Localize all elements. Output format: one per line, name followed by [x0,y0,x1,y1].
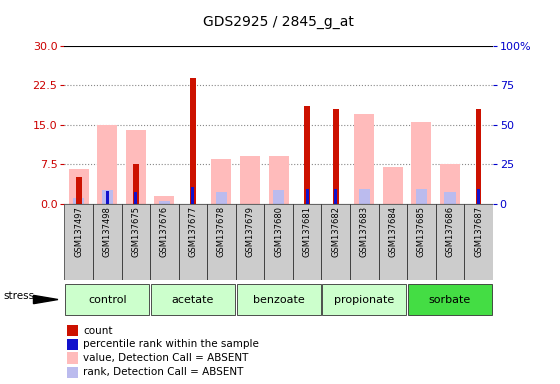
Bar [126,130,146,204]
Bar [237,284,320,315]
Bar [212,159,231,204]
Bar [407,204,436,280]
Bar [273,190,284,204]
Bar [122,204,150,280]
Bar [67,367,77,378]
Text: sorbate: sorbate [429,295,471,305]
Text: GSM137681: GSM137681 [302,206,312,257]
Text: GSM137678: GSM137678 [217,206,226,257]
Bar [216,192,227,204]
Text: propionate: propionate [334,295,394,305]
Bar [66,284,149,315]
Bar [444,192,456,204]
Bar [207,204,236,280]
Bar [306,189,309,204]
Bar [64,204,93,280]
Bar [179,204,207,280]
Text: GSM137684: GSM137684 [388,206,398,257]
Bar [190,78,196,204]
Bar [158,201,170,204]
Text: GSM137685: GSM137685 [417,206,426,257]
Bar [155,196,174,204]
Bar [76,177,82,204]
Bar [323,284,406,315]
Bar [408,284,492,315]
Text: benzoate: benzoate [253,295,305,305]
Bar [73,198,85,204]
Text: rank, Detection Call = ABSENT: rank, Detection Call = ABSENT [83,367,244,377]
Bar [333,109,339,204]
Text: GSM137686: GSM137686 [445,206,455,257]
Text: GSM137687: GSM137687 [474,206,483,257]
Bar [379,204,407,280]
Text: GSM137677: GSM137677 [188,206,198,257]
Bar [321,204,350,280]
Bar [477,189,480,204]
Bar [304,106,310,204]
Bar [67,353,77,364]
Text: GSM137497: GSM137497 [74,206,83,257]
Bar [150,204,179,280]
Text: GSM137682: GSM137682 [331,206,340,257]
Bar [350,204,379,280]
Bar [192,187,194,204]
Bar [334,189,337,204]
Bar [236,204,264,280]
Bar [416,189,427,204]
Bar [134,192,137,204]
Bar [93,204,122,280]
Text: GSM137679: GSM137679 [245,206,255,257]
Bar [436,204,464,280]
Text: acetate: acetate [172,295,214,305]
Bar [67,339,77,350]
Text: percentile rank within the sample: percentile rank within the sample [83,339,259,349]
Bar [293,204,321,280]
Bar [358,189,370,204]
Text: GSM137498: GSM137498 [102,206,112,257]
Bar [240,156,260,204]
Text: control: control [88,295,127,305]
Text: GSM137676: GSM137676 [160,206,169,257]
Text: stress: stress [3,291,34,301]
Text: value, Detection Call = ABSENT: value, Detection Call = ABSENT [83,353,248,363]
Bar [101,190,113,204]
Bar [264,204,293,280]
Text: GSM137675: GSM137675 [131,206,141,257]
Bar [440,164,460,204]
Text: GSM137680: GSM137680 [274,206,283,257]
Text: GDS2925 / 2845_g_at: GDS2925 / 2845_g_at [203,15,354,29]
Bar [106,191,109,204]
Bar [133,164,139,204]
Bar [97,125,117,204]
Bar [67,325,77,336]
Bar [69,169,88,204]
Bar [475,109,482,204]
Bar [464,204,493,280]
Polygon shape [34,295,58,304]
Text: count: count [83,326,113,336]
Bar [383,167,403,204]
Bar [151,284,235,315]
Bar [269,156,288,204]
Bar [354,114,374,204]
Bar [412,122,431,204]
Text: GSM137683: GSM137683 [360,206,369,257]
